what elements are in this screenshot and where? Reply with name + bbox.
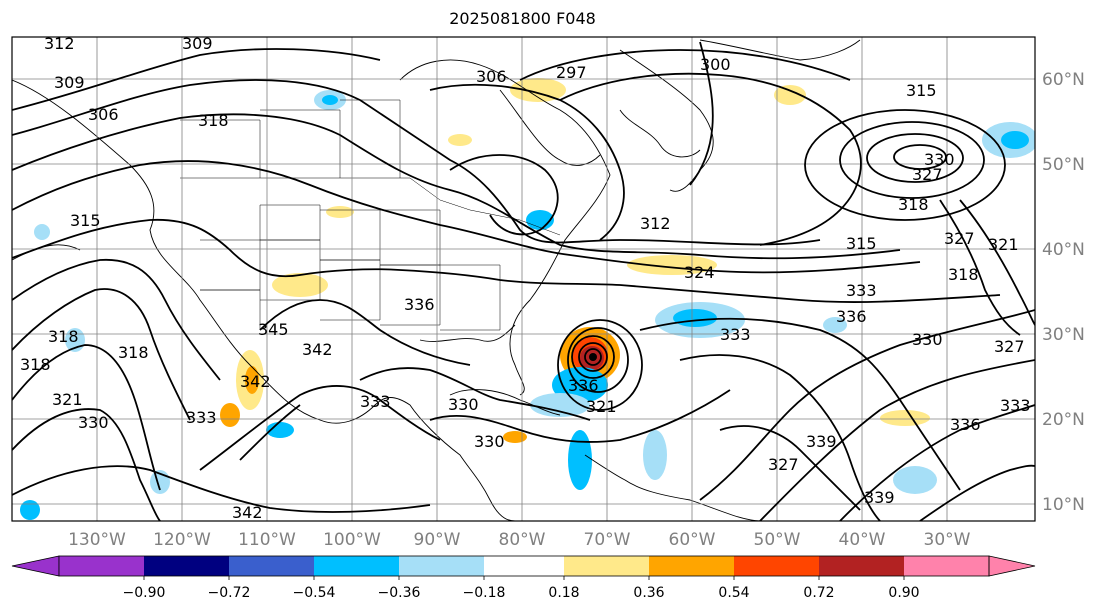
contour-label: 339 [864, 488, 895, 507]
lon-label: 30°W [924, 530, 971, 550]
colorbar-bin [229, 556, 314, 576]
contour-label: 312 [640, 214, 671, 233]
lon-label: 90°W [414, 530, 461, 550]
contour-label: 318 [198, 111, 229, 130]
contour-label: 324 [684, 263, 715, 282]
contour-label: 309 [182, 34, 213, 53]
lat-label: 30°N [1042, 325, 1085, 345]
contour-label: 297 [556, 63, 587, 82]
colorbar-bin [649, 556, 734, 576]
contour-label: 342 [232, 503, 263, 522]
lon-label: 130°W [68, 530, 126, 550]
contour-label: 318 [898, 195, 929, 214]
colorbar-bin [314, 556, 399, 576]
contour-label: 312 [44, 34, 75, 53]
colorbar-bin [734, 556, 819, 576]
lon-label: 80°W [499, 530, 546, 550]
contour-label: 345 [258, 320, 289, 339]
contour-label: 327 [944, 229, 975, 248]
contour-label: 330 [474, 432, 505, 451]
contour-label: 309 [54, 73, 85, 92]
contour-label: 300 [700, 55, 731, 74]
colorbar-bin [904, 556, 989, 576]
colorbar-tick-label: −0.18 [463, 585, 506, 601]
contour-label: 327 [768, 455, 799, 474]
map-panel: 312 309 309 306 318 297 306 300 315 315 … [12, 34, 1035, 522]
cyclone-center-marker [589, 353, 597, 361]
colorbar-tick-label: 0.72 [803, 585, 834, 601]
contour-label: 333 [186, 408, 217, 427]
contour-label: 318 [118, 343, 149, 362]
contour-label: 342 [240, 372, 271, 391]
colorbar-tick-label: −0.36 [378, 585, 421, 601]
lon-label: 110°W [238, 530, 296, 550]
contour-label: 330 [78, 413, 109, 432]
lat-label: 20°N [1042, 410, 1085, 430]
contour-label: 315 [846, 234, 877, 253]
colorbar-bin-low-extend [11, 555, 60, 577]
contour-label: 330 [448, 395, 479, 414]
contour-label: 333 [360, 392, 391, 411]
contour-label: 342 [302, 340, 333, 359]
colorbar-tick-label: 0.54 [718, 585, 749, 601]
colorbar-tick-label: 0.18 [548, 585, 579, 601]
contour-label: 339 [806, 432, 837, 451]
colorbar-frame [58, 555, 990, 577]
longitude-labels: 130°W 120°W 110°W 100°W 90°W 80°W 70°W 6… [68, 530, 971, 550]
colorbar-tick-label: −0.90 [123, 585, 166, 601]
contour-label: 333 [1000, 396, 1031, 415]
latitude-labels: 60°N 50°N 40°N 30°N 20°N 10°N [1042, 70, 1085, 515]
colorbar-bin [564, 556, 649, 576]
lat-label: 60°N [1042, 70, 1085, 90]
contour-label: 306 [476, 67, 507, 86]
colorbar: −0.90 −0.72 −0.54 −0.36 −0.18 0.18 0.36 … [11, 555, 1036, 601]
contour-label: 336 [404, 295, 435, 314]
colorbar-bin [59, 556, 144, 576]
lon-label: 60°W [669, 530, 716, 550]
contour-label: 333 [846, 281, 877, 300]
lon-label: 40°W [839, 530, 886, 550]
contour-label: 336 [950, 415, 981, 434]
contour-label: 318 [20, 355, 51, 374]
contour-label: 336 [568, 376, 599, 395]
lat-label: 40°N [1042, 240, 1085, 260]
colorbar-bin [484, 556, 564, 576]
lon-label: 120°W [153, 530, 211, 550]
contour-label: 327 [994, 337, 1025, 356]
lon-label: 100°W [323, 530, 381, 550]
coastlines [12, 39, 861, 521]
contour-label: 315 [70, 211, 101, 230]
colorbar-bin [399, 556, 484, 576]
contour-label: 333 [720, 325, 751, 344]
contour-label: 306 [88, 105, 119, 124]
contour-label: 318 [48, 327, 79, 346]
contour-label: 330 [924, 150, 955, 169]
contour-label: 321 [52, 390, 83, 409]
contour-label: 318 [948, 265, 979, 284]
colorbar-tick-label: −0.72 [208, 585, 251, 601]
lat-label: 10°N [1042, 495, 1085, 515]
colorbar-bin [144, 556, 229, 576]
contour-label: 330 [912, 330, 943, 349]
contour-label: 315 [906, 81, 937, 100]
lat-label: 50°N [1042, 155, 1085, 175]
colorbar-bin-high-extend [988, 555, 1036, 577]
lon-label: 50°W [754, 530, 801, 550]
contour-labels: 312 309 309 306 318 297 306 300 315 315 … [20, 34, 1031, 522]
plot-title: 2025081800 F048 [449, 9, 596, 28]
contour-label: 321 [988, 235, 1019, 254]
lon-label: 70°W [584, 530, 631, 550]
contour-label: 336 [836, 307, 867, 326]
graticule [12, 37, 1035, 521]
colorbar-tick-label: −0.54 [293, 585, 336, 601]
contour-label: 321 [586, 397, 617, 416]
colorbar-bin [819, 556, 904, 576]
contour-label: 327 [912, 165, 943, 184]
contour-lines [12, 41, 1035, 521]
colorbar-tick-label: 0.36 [633, 585, 664, 601]
colorbar-tick-label: 0.90 [888, 585, 919, 601]
map-frame [11, 36, 1036, 522]
